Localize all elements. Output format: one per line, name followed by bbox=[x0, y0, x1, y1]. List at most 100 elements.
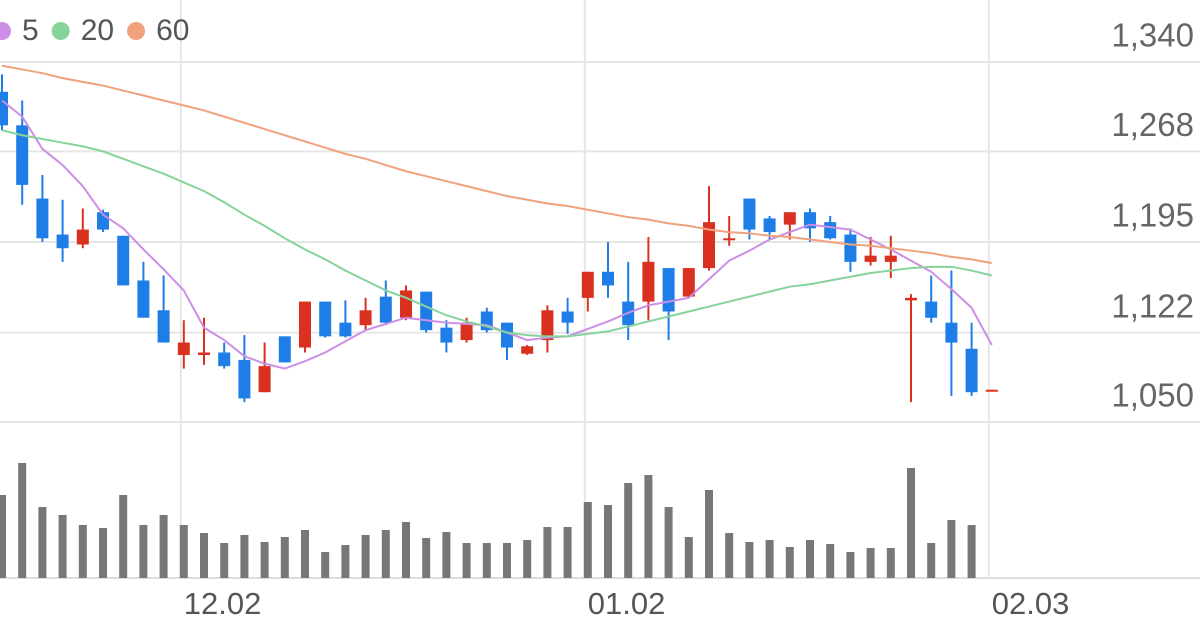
candle-body bbox=[864, 255, 877, 262]
candle-body bbox=[561, 311, 574, 323]
candle-body bbox=[642, 261, 655, 302]
volume-bar bbox=[503, 543, 511, 578]
candle-body bbox=[945, 322, 958, 343]
candle-body bbox=[824, 222, 837, 239]
volume-bar bbox=[826, 544, 835, 578]
volume-bar bbox=[240, 535, 249, 578]
volume-bar bbox=[866, 548, 875, 578]
candle-body bbox=[723, 238, 736, 241]
legend-marker bbox=[0, 22, 11, 40]
legend-marker bbox=[51, 22, 70, 40]
volume-bar bbox=[442, 532, 451, 578]
candle-body bbox=[339, 322, 352, 337]
volume-bar bbox=[745, 542, 754, 578]
ma-line bbox=[1, 99, 993, 370]
candle-body bbox=[157, 310, 170, 343]
candle-body bbox=[258, 366, 271, 393]
y-tick-label: 1,195 bbox=[1111, 197, 1194, 234]
candle-body bbox=[56, 234, 69, 249]
candle-body bbox=[884, 255, 897, 262]
legend-label: 60 bbox=[156, 14, 189, 47]
volume-bar bbox=[179, 525, 188, 578]
candle-body bbox=[743, 198, 756, 230]
candle-body bbox=[177, 342, 190, 355]
volume-bar bbox=[402, 522, 410, 578]
candle-body bbox=[16, 125, 29, 185]
volume-bar bbox=[684, 537, 693, 578]
ma-line bbox=[1, 129, 993, 338]
candle-body bbox=[703, 222, 715, 269]
candle-body bbox=[117, 235, 130, 286]
volume-bar bbox=[967, 525, 976, 578]
candle-body bbox=[905, 297, 917, 301]
candle-body bbox=[278, 336, 291, 363]
candle-body bbox=[662, 268, 675, 312]
candle-body bbox=[925, 301, 938, 318]
volume-bar bbox=[886, 548, 895, 578]
x-tick-label: 12.02 bbox=[184, 586, 262, 621]
y-tick-label: 1,340 bbox=[1111, 17, 1194, 54]
y-tick-label: 1,050 bbox=[1111, 377, 1194, 414]
legend-label: 20 bbox=[81, 14, 114, 47]
volume-bar bbox=[58, 515, 67, 578]
candle-body bbox=[137, 280, 150, 318]
candle-body bbox=[460, 322, 473, 341]
volume-bar bbox=[543, 527, 552, 578]
volume-bar bbox=[422, 538, 431, 578]
volume-bar bbox=[583, 502, 592, 578]
candle-body bbox=[420, 291, 433, 331]
candle-body bbox=[581, 271, 594, 298]
volume-bar bbox=[644, 475, 653, 578]
x-tick-label: 02.03 bbox=[992, 586, 1070, 621]
candle-body bbox=[763, 218, 776, 233]
volume-bar bbox=[462, 543, 471, 578]
volume-bar bbox=[563, 527, 572, 578]
volume-bar bbox=[280, 537, 289, 578]
volume-bar bbox=[0, 495, 6, 578]
candle-body bbox=[844, 234, 857, 262]
volume-bar bbox=[947, 520, 956, 578]
legend-label: 5 bbox=[22, 14, 39, 47]
candle-body bbox=[521, 346, 534, 354]
x-tick-label: 01.02 bbox=[588, 586, 666, 621]
volume-bar bbox=[806, 540, 814, 578]
volume-bar bbox=[664, 507, 673, 578]
candle-body bbox=[440, 327, 453, 343]
candle-body bbox=[299, 301, 311, 348]
volume-bar bbox=[765, 540, 774, 578]
volume-bar bbox=[725, 533, 734, 578]
volume-bar bbox=[785, 547, 794, 578]
volume-bar bbox=[260, 542, 269, 578]
volume-bar bbox=[321, 552, 330, 578]
candle-body bbox=[319, 301, 332, 337]
volume-bar bbox=[907, 468, 915, 578]
candle-body bbox=[602, 271, 614, 286]
volume-bar bbox=[523, 540, 532, 578]
candle-body bbox=[218, 352, 231, 367]
candle-body bbox=[541, 310, 554, 341]
candle-body bbox=[400, 290, 412, 318]
volume-bar bbox=[846, 552, 855, 578]
volume-bar bbox=[482, 543, 491, 578]
volume-bar bbox=[159, 515, 168, 578]
volume-bar bbox=[139, 525, 148, 578]
y-tick-label: 1,268 bbox=[1111, 106, 1194, 143]
volume-bar bbox=[18, 463, 27, 578]
volume-bar bbox=[119, 495, 128, 578]
candle-body bbox=[36, 198, 49, 239]
candle-body bbox=[0, 91, 8, 126]
candle-body bbox=[682, 268, 695, 297]
candle-body bbox=[783, 212, 796, 225]
candle-body bbox=[965, 348, 978, 393]
candle-body bbox=[76, 229, 89, 245]
volume-bar bbox=[341, 545, 350, 578]
volume-bar bbox=[78, 525, 87, 578]
ma-line bbox=[1, 64, 992, 265]
volume-bar bbox=[381, 530, 390, 578]
y-tick-label: 1,122 bbox=[1111, 287, 1194, 324]
candle-body bbox=[198, 352, 210, 355]
volume-bar bbox=[604, 505, 612, 578]
volume-bar bbox=[361, 535, 370, 578]
